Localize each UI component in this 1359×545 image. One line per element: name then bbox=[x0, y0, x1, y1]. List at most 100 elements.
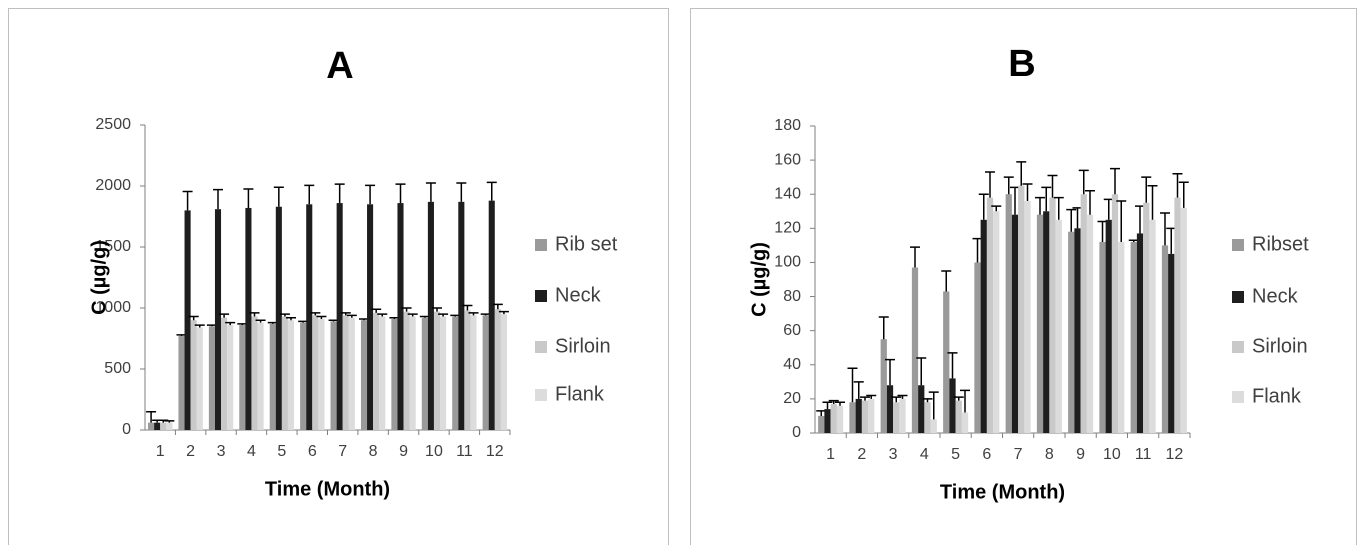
bar bbox=[281, 316, 288, 430]
error-bar bbox=[255, 319, 266, 323]
chart-title: A bbox=[326, 45, 353, 87]
error-bar bbox=[225, 321, 236, 326]
bar bbox=[1018, 185, 1025, 433]
error-bar bbox=[835, 401, 845, 406]
legend-label: Sirloin bbox=[1252, 335, 1308, 357]
x-tick-label: 8 bbox=[369, 443, 378, 460]
legend-swatch bbox=[535, 290, 547, 302]
error-bar bbox=[978, 193, 989, 220]
error-bar bbox=[346, 314, 357, 318]
bar bbox=[287, 320, 295, 430]
error-bar bbox=[1041, 186, 1052, 212]
error-bar bbox=[822, 401, 833, 410]
error-bar bbox=[1110, 167, 1120, 195]
error-bar bbox=[486, 181, 497, 201]
y-tick-label: 80 bbox=[783, 288, 801, 305]
y-tick-label: 20 bbox=[783, 390, 801, 407]
x-axis-label: Time (Month) bbox=[940, 481, 1065, 503]
error-bar bbox=[304, 184, 315, 205]
bar bbox=[1130, 241, 1137, 433]
bar bbox=[930, 419, 937, 433]
error-bar bbox=[916, 357, 927, 386]
bar bbox=[1136, 233, 1144, 433]
error-bar bbox=[991, 205, 1002, 212]
error-bar bbox=[960, 389, 970, 413]
bar bbox=[160, 422, 167, 430]
bar bbox=[275, 206, 282, 430]
error-bar bbox=[310, 312, 321, 316]
bar bbox=[886, 385, 894, 433]
error-bar bbox=[910, 246, 920, 268]
bar bbox=[312, 315, 319, 430]
bar bbox=[397, 203, 404, 430]
error-bar bbox=[146, 410, 157, 423]
bar bbox=[830, 404, 837, 433]
legend-swatch bbox=[1232, 291, 1244, 303]
error-bar bbox=[395, 183, 406, 204]
error-bar bbox=[164, 420, 175, 423]
y-tick-label: 2000 bbox=[95, 177, 131, 194]
bar bbox=[306, 204, 313, 430]
x-tick-label: 12 bbox=[486, 443, 504, 460]
bar bbox=[924, 402, 931, 433]
error-bar bbox=[219, 313, 230, 318]
x-tick-label: 2 bbox=[857, 446, 866, 463]
error-bar bbox=[1003, 176, 1014, 195]
panel-frame bbox=[8, 8, 669, 545]
error-bar bbox=[1172, 173, 1183, 198]
legend-swatch bbox=[535, 341, 547, 353]
bar bbox=[251, 316, 258, 430]
error-bar bbox=[985, 171, 995, 198]
error-bar bbox=[286, 317, 296, 321]
bar bbox=[1099, 241, 1106, 433]
x-tick-label: 2 bbox=[186, 443, 195, 460]
bar bbox=[899, 398, 906, 433]
bar bbox=[330, 321, 337, 430]
legend-label: Sirloin bbox=[555, 335, 611, 357]
bar bbox=[1149, 219, 1156, 433]
y-tick-label: 1500 bbox=[95, 238, 131, 255]
bar bbox=[1086, 214, 1094, 433]
legend-swatch bbox=[1232, 239, 1244, 251]
x-tick-label: 8 bbox=[1045, 446, 1054, 463]
bar bbox=[1011, 214, 1019, 433]
error-bar bbox=[425, 182, 436, 202]
bar bbox=[227, 325, 234, 430]
bar bbox=[488, 200, 495, 430]
error-bar bbox=[953, 396, 964, 401]
legend-swatch bbox=[535, 389, 547, 401]
error-bar bbox=[1147, 184, 1158, 220]
x-tick-label: 10 bbox=[1103, 446, 1121, 463]
bar bbox=[943, 291, 950, 433]
error-bar bbox=[885, 358, 895, 386]
y-axis-label: C (µg/g) bbox=[88, 240, 110, 315]
error-bar bbox=[462, 304, 473, 311]
x-tick-label: 1 bbox=[826, 446, 835, 463]
bar bbox=[1055, 219, 1062, 433]
bar bbox=[208, 326, 215, 430]
bar bbox=[500, 314, 507, 430]
error-bar bbox=[1016, 161, 1027, 186]
bar bbox=[154, 422, 161, 430]
bar bbox=[955, 400, 962, 433]
legend-label: Neck bbox=[555, 284, 602, 306]
error-bar bbox=[1141, 176, 1152, 203]
bar bbox=[403, 311, 410, 430]
bar bbox=[861, 400, 869, 433]
chart-title: B bbox=[1008, 43, 1035, 85]
bar bbox=[980, 219, 987, 433]
error-bar bbox=[407, 313, 418, 317]
x-tick-label: 3 bbox=[217, 443, 226, 460]
error-bar bbox=[492, 303, 503, 310]
bar bbox=[911, 267, 919, 433]
bar bbox=[1036, 214, 1044, 433]
bar bbox=[1118, 241, 1125, 433]
x-tick-label: 9 bbox=[399, 443, 408, 460]
y-tick-label: 500 bbox=[104, 360, 131, 377]
error-bar bbox=[1160, 212, 1170, 246]
bar bbox=[464, 310, 471, 430]
error-bar bbox=[866, 394, 877, 399]
y-tick-label: 1000 bbox=[95, 299, 131, 316]
error-bar bbox=[1078, 169, 1089, 195]
y-tick-label: 0 bbox=[792, 424, 801, 441]
